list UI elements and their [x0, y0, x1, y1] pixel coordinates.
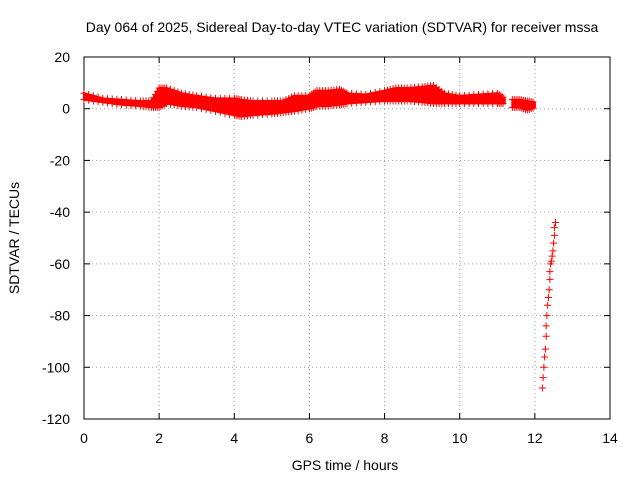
y-axis-label: SDTVAR / TECUs	[6, 182, 22, 294]
data-point	[170, 101, 178, 109]
x-tick-label: 14	[602, 430, 618, 446]
data-point	[202, 105, 210, 113]
y-axis-ticks: 20 0 -20 -40 -60 -80 -100 -120	[42, 49, 610, 427]
data-point	[163, 100, 171, 108]
data-point	[174, 101, 182, 109]
x-axis-ticks: 0 2 4 6 8 10 12 14	[80, 57, 618, 446]
data-point	[371, 89, 379, 97]
data-point	[197, 104, 205, 112]
data-point	[207, 94, 215, 102]
data-point	[548, 252, 556, 260]
data-point	[376, 88, 384, 96]
data-point	[193, 103, 201, 111]
series-1	[508, 96, 537, 114]
y-tick-label: -20	[50, 152, 70, 168]
data-point	[197, 92, 205, 100]
data-points	[80, 81, 560, 392]
data-point	[529, 98, 537, 106]
y-tick-label: -100	[42, 359, 70, 375]
data-point	[207, 106, 215, 114]
data-point	[550, 231, 558, 239]
data-point	[547, 257, 555, 265]
x-tick-label: 8	[381, 430, 389, 446]
data-point	[99, 98, 107, 106]
data-point	[221, 109, 229, 117]
data-point	[542, 332, 550, 340]
series-2	[538, 218, 560, 392]
chart-title: Day 064 of 2025, Sidereal Day-to-day VTE…	[86, 19, 599, 35]
data-point	[294, 107, 302, 115]
data-point	[163, 84, 171, 92]
data-point	[448, 90, 456, 98]
data-point	[539, 374, 547, 382]
data-point	[544, 293, 552, 301]
data-point	[290, 107, 298, 115]
data-point	[94, 98, 102, 106]
data-point	[89, 97, 97, 105]
y-tick-label: -80	[50, 308, 70, 324]
data-point	[226, 110, 234, 118]
data-point	[543, 312, 551, 320]
data-point	[441, 89, 449, 97]
data-point	[541, 345, 549, 353]
y-tick-label: -40	[50, 204, 70, 220]
y-tick-label: -120	[42, 411, 70, 427]
data-point	[80, 96, 88, 104]
x-tick-label: 0	[80, 430, 88, 446]
series-0	[80, 81, 507, 120]
data-point	[80, 89, 88, 97]
data-point	[452, 91, 460, 99]
data-point	[298, 106, 306, 114]
data-point	[552, 218, 560, 226]
y-tick-label: 20	[54, 49, 70, 65]
y-tick-label: 0	[62, 101, 70, 117]
data-point	[185, 90, 193, 98]
data-point	[302, 105, 310, 113]
data-point	[529, 104, 537, 112]
data-point	[366, 90, 374, 98]
y-tick-label: -60	[50, 256, 70, 272]
data-point	[166, 100, 174, 108]
data-point	[108, 100, 116, 108]
data-point	[174, 88, 182, 96]
data-point	[544, 301, 552, 309]
data-point	[212, 107, 219, 115]
data-point	[499, 100, 507, 108]
x-tick-label: 10	[452, 430, 468, 446]
data-point	[178, 89, 186, 97]
data-point	[362, 90, 370, 98]
data-point	[545, 286, 553, 294]
data-point	[542, 322, 550, 330]
x-tick-label: 2	[155, 430, 163, 446]
data-point	[166, 85, 174, 93]
data-point	[540, 363, 548, 371]
data-point	[85, 96, 93, 104]
data-point	[113, 100, 121, 108]
data-point	[181, 90, 189, 98]
data-point	[103, 99, 111, 107]
data-point	[444, 90, 452, 98]
data-point	[170, 87, 178, 95]
x-tick-label: 4	[230, 430, 238, 446]
data-point	[202, 93, 210, 101]
data-point	[499, 93, 507, 101]
data-point	[546, 268, 554, 276]
data-point	[549, 247, 557, 255]
x-tick-label: 6	[306, 430, 314, 446]
data-point	[550, 239, 558, 247]
data-point	[538, 384, 546, 392]
data-point	[546, 275, 554, 283]
data-point	[541, 353, 549, 361]
x-tick-label: 12	[527, 430, 543, 446]
x-axis-label: GPS time / hours	[292, 457, 399, 473]
data-point	[193, 92, 201, 100]
data-point	[216, 108, 224, 116]
plot-area-frame	[83, 56, 611, 420]
data-point	[550, 224, 558, 232]
data-point	[189, 91, 197, 99]
